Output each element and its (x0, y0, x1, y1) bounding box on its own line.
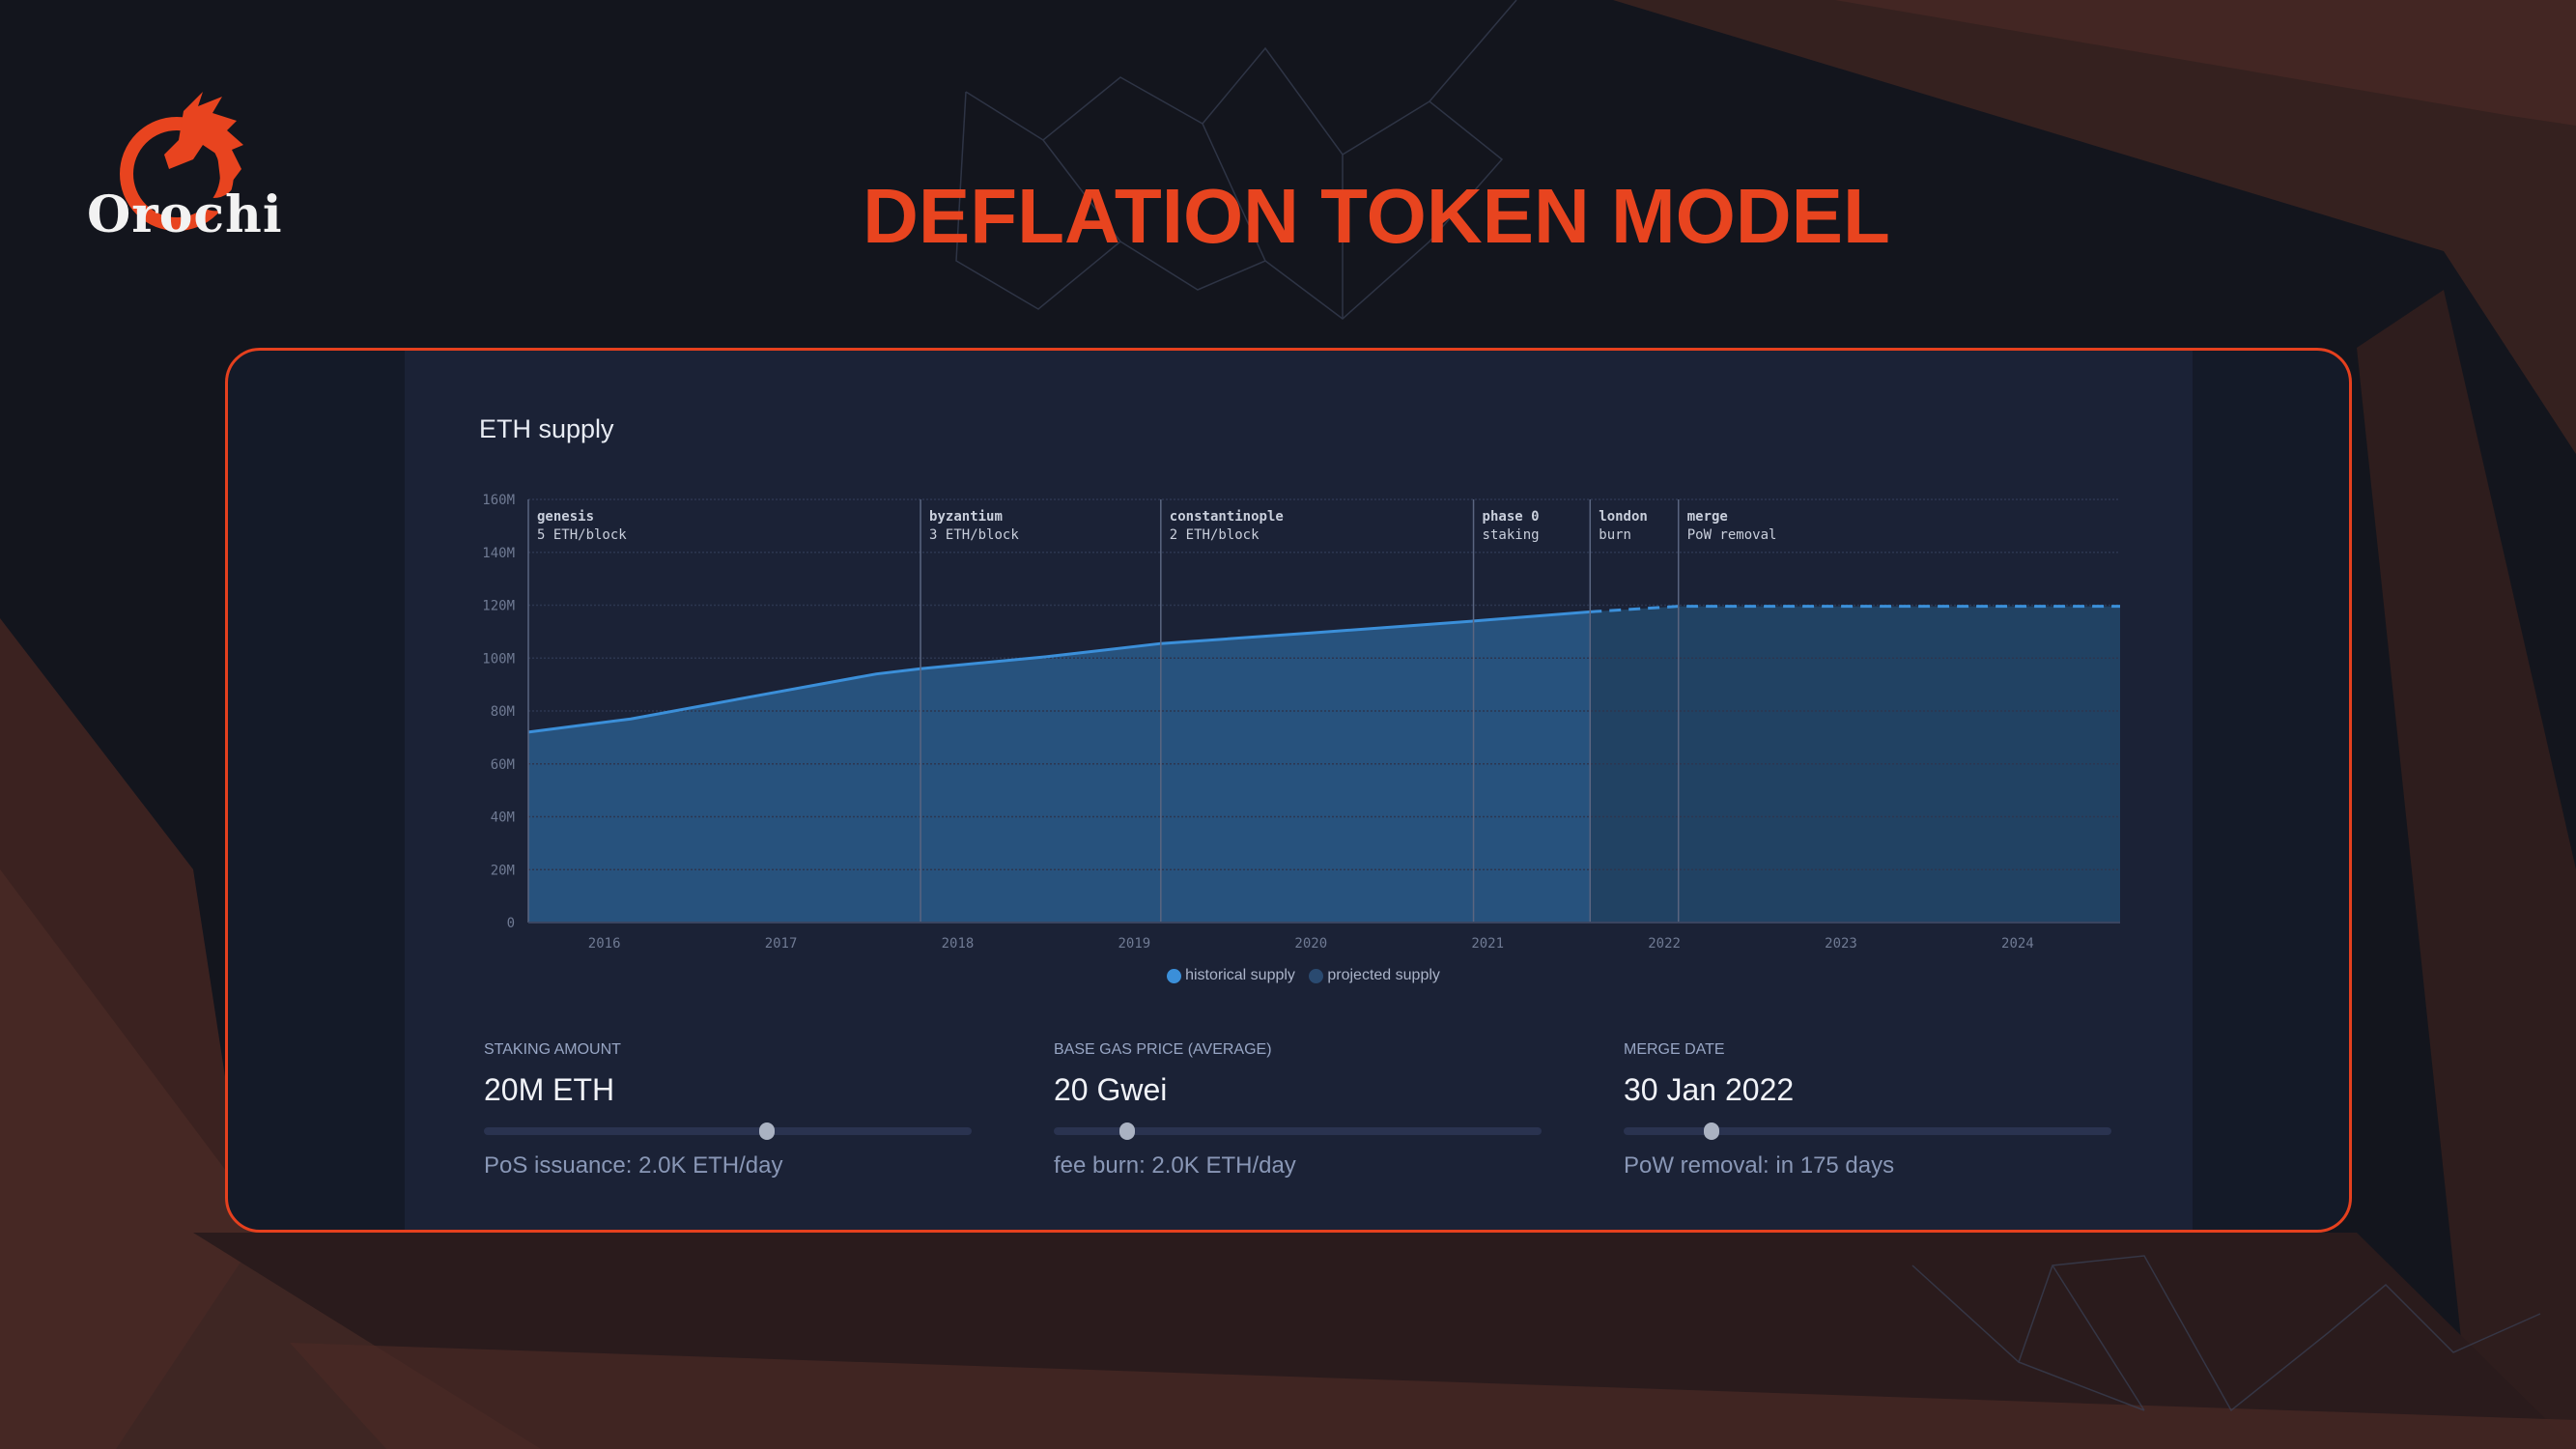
gas-price-value: 20 Gwei (1054, 1072, 1168, 1107)
legend-swatch-projected (1309, 968, 1324, 983)
y-tick-label: 40M (491, 810, 515, 826)
orochi-dragon-logo (120, 92, 243, 231)
merge-date-label: MERGE DATE (1624, 1041, 1725, 1058)
staking-amount-value: 20M ETH (484, 1072, 615, 1107)
chart-panel: ETH supply 0 20M 40M 60M 80M 100M 120M 140M 160M… (405, 351, 2193, 1230)
y-tick-label: 140M (482, 546, 515, 561)
y-tick-label: 0 (507, 916, 515, 931)
event-detail: 2 ETH/block (1170, 527, 1260, 543)
event-name: constantinople (1170, 509, 1284, 525)
y-tick-label: 120M (482, 599, 515, 614)
x-tick-label: 2018 (942, 936, 975, 952)
x-tick-label: 2016 (588, 936, 621, 952)
pos-issuance-text: PoS issuance: 2.0K ETH/day (484, 1152, 783, 1179)
gas-price-label: BASE GAS PRICE (AVERAGE) (1054, 1041, 1272, 1058)
brand-name: Orochi (87, 185, 283, 244)
y-tick-label: 60M (491, 757, 515, 773)
x-tick-label: 2017 (765, 936, 798, 952)
event-detail: staking (1483, 527, 1540, 543)
event-name: byzantium (929, 509, 1003, 525)
event-name: genesis (537, 509, 594, 525)
y-tick-label: 160M (482, 493, 515, 508)
chart-title: ETH supply (479, 414, 614, 443)
merge-date-slider[interactable] (1624, 1122, 2111, 1140)
slider-thumb[interactable] (1118, 1122, 1135, 1140)
x-tick-label: 2022 (1648, 936, 1681, 952)
eth-supply-card: ETH supply 0 20M 40M 60M 80M 100M 120M 140M 160M… (225, 348, 2352, 1233)
x-tick-label: 2024 (2001, 936, 2034, 952)
slider-thumb[interactable] (758, 1122, 775, 1140)
chart-legend: historical supply projected supply (405, 967, 2193, 984)
y-tick-label: 80M (491, 704, 515, 720)
legend-swatch-historical (1167, 968, 1182, 983)
y-tick-label: 100M (482, 651, 515, 667)
eth-supply-chart: 0 20M 40M 60M 80M 100M 120M 140M 160M 2016 2017 201… (482, 493, 2120, 952)
event-detail: 3 ETH/block (929, 527, 1019, 543)
merge-date-control: MERGE DATE 30 Jan 2022 PoW removal: in 1… (1624, 1041, 2111, 1179)
staking-amount-control: STAKING AMOUNT 20M ETH PoS issuance: 2.0… (484, 1041, 972, 1179)
x-tick-label: 2021 (1471, 936, 1504, 952)
legend-label-projected[interactable]: projected supply (1327, 967, 1440, 983)
gas-price-control: BASE GAS PRICE (AVERAGE) 20 Gwei fee bur… (1054, 1041, 1542, 1179)
event-detail: burn (1599, 527, 1631, 543)
line-historical (527, 610, 1591, 734)
event-name: london (1599, 509, 1648, 525)
page-title: DEFLATION TOKEN MODEL (863, 173, 1890, 259)
event-name: merge (1687, 509, 1728, 525)
merge-date-value: 30 Jan 2022 (1624, 1072, 1795, 1107)
pow-removal-text: PoW removal: in 175 days (1624, 1152, 1895, 1179)
staking-amount-slider[interactable] (484, 1122, 972, 1140)
x-tick-label: 2019 (1118, 936, 1151, 952)
y-tick-label: 20M (491, 863, 515, 878)
event-detail: PoW removal (1687, 527, 1777, 543)
fee-burn-text: fee burn: 2.0K ETH/day (1054, 1152, 1296, 1179)
gas-price-slider[interactable] (1054, 1122, 1542, 1140)
event-detail: 5 ETH/block (537, 527, 627, 543)
x-tick-label: 2020 (1294, 936, 1327, 952)
x-tick-label: 2023 (1825, 936, 1857, 952)
staking-amount-label: STAKING AMOUNT (484, 1041, 621, 1058)
legend-label-historical[interactable]: historical supply (1185, 967, 1295, 983)
event-name: phase 0 (1483, 509, 1540, 525)
slider-thumb[interactable] (1703, 1122, 1719, 1140)
